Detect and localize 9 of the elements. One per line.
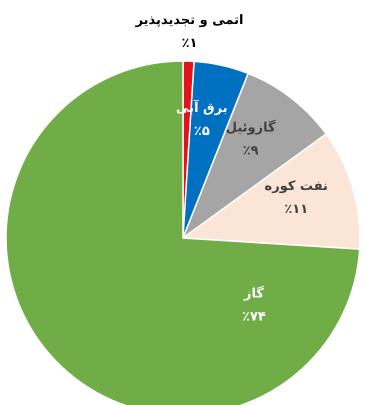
slice-label: اتمی و تجدیدپذیر — [134, 13, 244, 28]
slice-label: گاز — [242, 286, 264, 302]
slice-label: گازوئیل — [226, 119, 276, 136]
data-label: ٪۱ — [182, 36, 198, 52]
data-label: ٪۷۴ — [242, 310, 266, 325]
data-label: ٪۹ — [242, 143, 259, 158]
slice-label: نفت کوره — [264, 179, 328, 194]
data-label: ٪۱۱ — [284, 202, 308, 218]
data-label: ٪۵ — [194, 124, 210, 140]
